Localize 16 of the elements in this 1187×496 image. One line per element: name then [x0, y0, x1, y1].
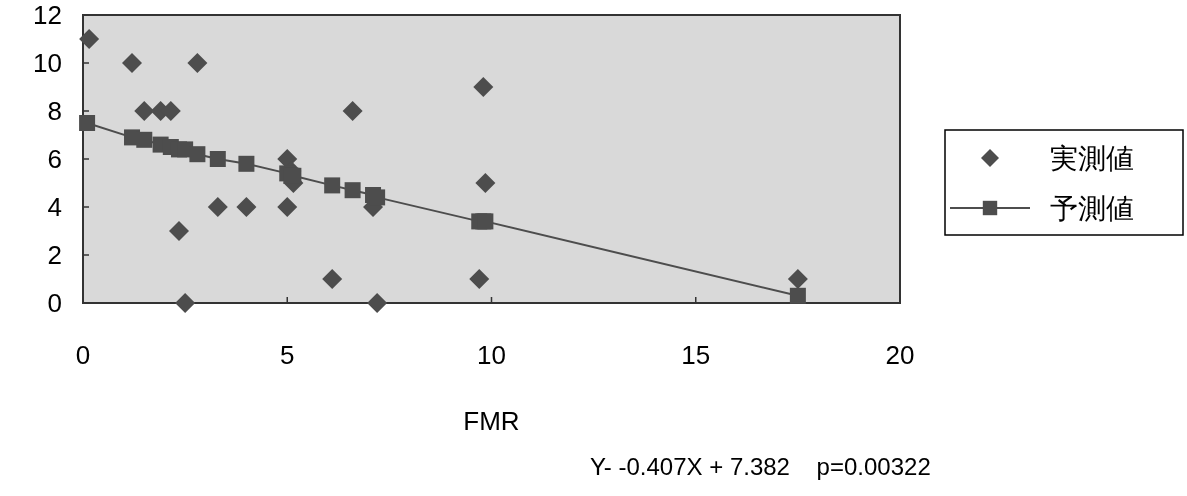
x-tick-label: 20 — [885, 340, 915, 370]
x-tick-label: 15 — [681, 340, 711, 370]
y-tick-label: 0 — [47, 288, 62, 318]
y-tick-label: 12 — [33, 0, 62, 30]
x-axis-title: FMR — [463, 406, 520, 436]
y-tick-label: 10 — [33, 48, 62, 78]
x-tick-label: 10 — [477, 340, 506, 370]
x-tick-label: 5 — [280, 340, 295, 370]
y-tick-label: 4 — [47, 192, 62, 222]
y-tick-label: 2 — [47, 240, 62, 270]
x-tick-label: 0 — [75, 340, 91, 370]
legend-label: 実測値 — [1050, 143, 1134, 174]
text: Y- -0.407X + 7.382 p=0.00322 — [590, 453, 931, 480]
legend-label: 予測値 — [1050, 193, 1134, 224]
y-tick-label: 8 — [47, 96, 62, 126]
y-tick-label: 6 — [47, 144, 62, 174]
